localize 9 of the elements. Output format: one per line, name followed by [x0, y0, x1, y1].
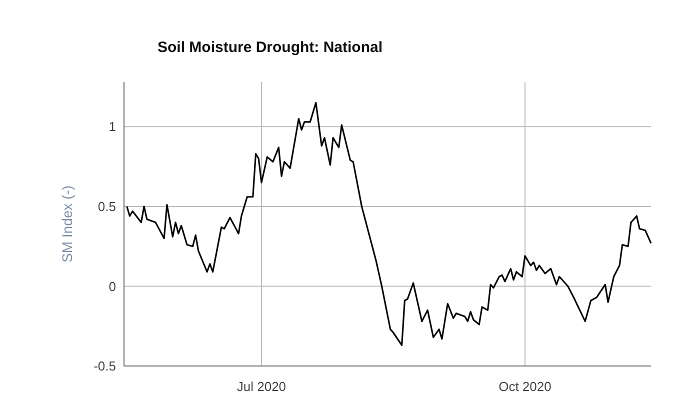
y-tick-label: 1: [108, 119, 116, 134]
x-tick-label: Oct 2020: [498, 379, 552, 394]
y-tick-label: 0: [108, 278, 116, 294]
y-tick-label: 0.5: [98, 199, 116, 214]
chart-title: Soil Moisture Drought: National: [158, 39, 382, 56]
x-tick-label: Jul 2020: [236, 379, 286, 394]
y-axis-title: SM Index (-): [59, 185, 75, 263]
line-series: [126, 102, 652, 346]
y-tick-label: -0.5: [94, 358, 116, 374]
